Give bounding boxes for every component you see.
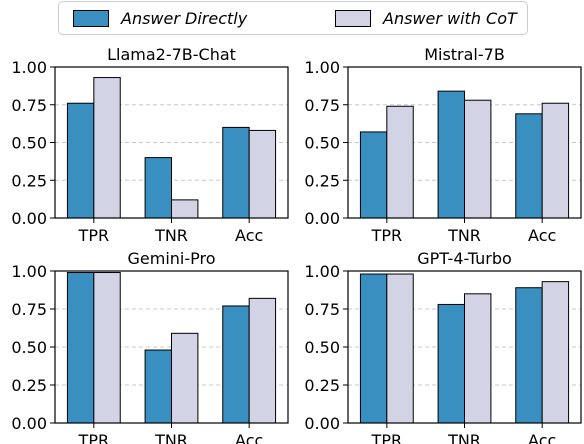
bar-answer-directly: [66, 102, 95, 219]
legend-swatch-answer-directly: [73, 9, 109, 27]
y-tick-label: 1.00: [11, 58, 47, 77]
bar-answer-with-cot: [93, 77, 121, 219]
x-tick-label: TNR: [447, 226, 481, 245]
bar-answer-directly: [437, 303, 465, 424]
bar-answer-with-cot: [93, 272, 121, 424]
legend-label: Answer with CoT: [383, 8, 517, 28]
bar-answer-directly: [359, 131, 388, 219]
bar-answer-with-cot: [248, 129, 277, 219]
panel-frame: [54, 270, 289, 424]
x-tick-label: TPR: [371, 226, 403, 245]
bar-answer-with-cot: [464, 293, 492, 424]
x-tick-label: TNR: [154, 431, 188, 444]
y-tick-label: 1.00: [304, 262, 340, 281]
y-tick-label: 0.75: [11, 96, 47, 115]
y-tick-label: 0.75: [11, 300, 47, 319]
legend: Answer Directly Answer with CoT: [58, 1, 528, 35]
bar-answer-directly: [144, 157, 173, 219]
x-tick-label: TPR: [78, 226, 110, 245]
legend-item-answer-directly: Answer Directly: [73, 8, 247, 28]
bar-answer-with-cot: [541, 102, 570, 219]
bar-answer-directly: [144, 349, 173, 424]
bar-answer-directly: [437, 90, 465, 219]
y-tick-label: 0.25: [304, 171, 340, 190]
x-tick-label: Acc: [528, 226, 556, 245]
y-tick-label: 0.50: [11, 338, 47, 357]
y-tick-label: 0.25: [11, 171, 47, 190]
y-tick-label: 0.00: [304, 209, 340, 228]
y-tick-label: 0.25: [304, 376, 340, 395]
y-tick-label: 0.25: [11, 376, 47, 395]
bar-answer-directly: [515, 287, 543, 424]
bar-answer-directly: [222, 126, 250, 219]
y-tick-label: 0.50: [304, 338, 340, 357]
bar-answer-with-cot: [171, 199, 199, 219]
x-tick-label: TPR: [371, 431, 403, 444]
x-tick-label: Acc: [235, 226, 263, 245]
panel-frame: [54, 66, 289, 219]
panel-frame: [347, 66, 582, 219]
panel-title: Mistral-7B: [424, 45, 505, 64]
legend-item-answer-with-cot: Answer with CoT: [335, 8, 517, 28]
panel-title: Gemini-Pro: [127, 249, 215, 268]
bar-answer-with-cot: [386, 105, 414, 219]
y-tick-label: 0.50: [11, 134, 47, 153]
legend-swatch-answer-with-cot: [335, 9, 371, 27]
y-tick-label: 0.50: [304, 134, 340, 153]
legend-label: Answer Directly: [121, 8, 248, 28]
bar-answer-directly: [222, 305, 250, 424]
x-tick-label: TNR: [447, 431, 481, 444]
panel-frame: [347, 270, 582, 424]
y-tick-label: 1.00: [304, 58, 340, 77]
bar-answer-with-cot: [386, 273, 414, 424]
y-tick-label: 0.75: [304, 96, 340, 115]
y-tick-label: 1.00: [11, 262, 47, 281]
bar-answer-with-cot: [541, 281, 570, 424]
bar-answer-with-cot: [171, 332, 199, 424]
bar-answer-directly: [359, 273, 388, 424]
panel-title: GPT-4-Turbo: [417, 249, 512, 268]
x-tick-label: TNR: [154, 226, 188, 245]
panel-title: Llama2-7B-Chat: [107, 45, 236, 64]
x-tick-label: Acc: [235, 431, 263, 444]
x-tick-label: TPR: [78, 431, 110, 444]
bar-answer-directly: [515, 113, 543, 219]
bar-answer-with-cot: [248, 297, 277, 424]
y-tick-label: 0.00: [11, 414, 47, 433]
y-tick-label: 0.00: [11, 209, 47, 228]
y-tick-label: 0.75: [304, 300, 340, 319]
bar-answer-with-cot: [464, 99, 492, 219]
x-tick-label: Acc: [528, 431, 556, 444]
bar-answer-directly: [66, 272, 95, 424]
y-tick-label: 0.00: [304, 414, 340, 433]
